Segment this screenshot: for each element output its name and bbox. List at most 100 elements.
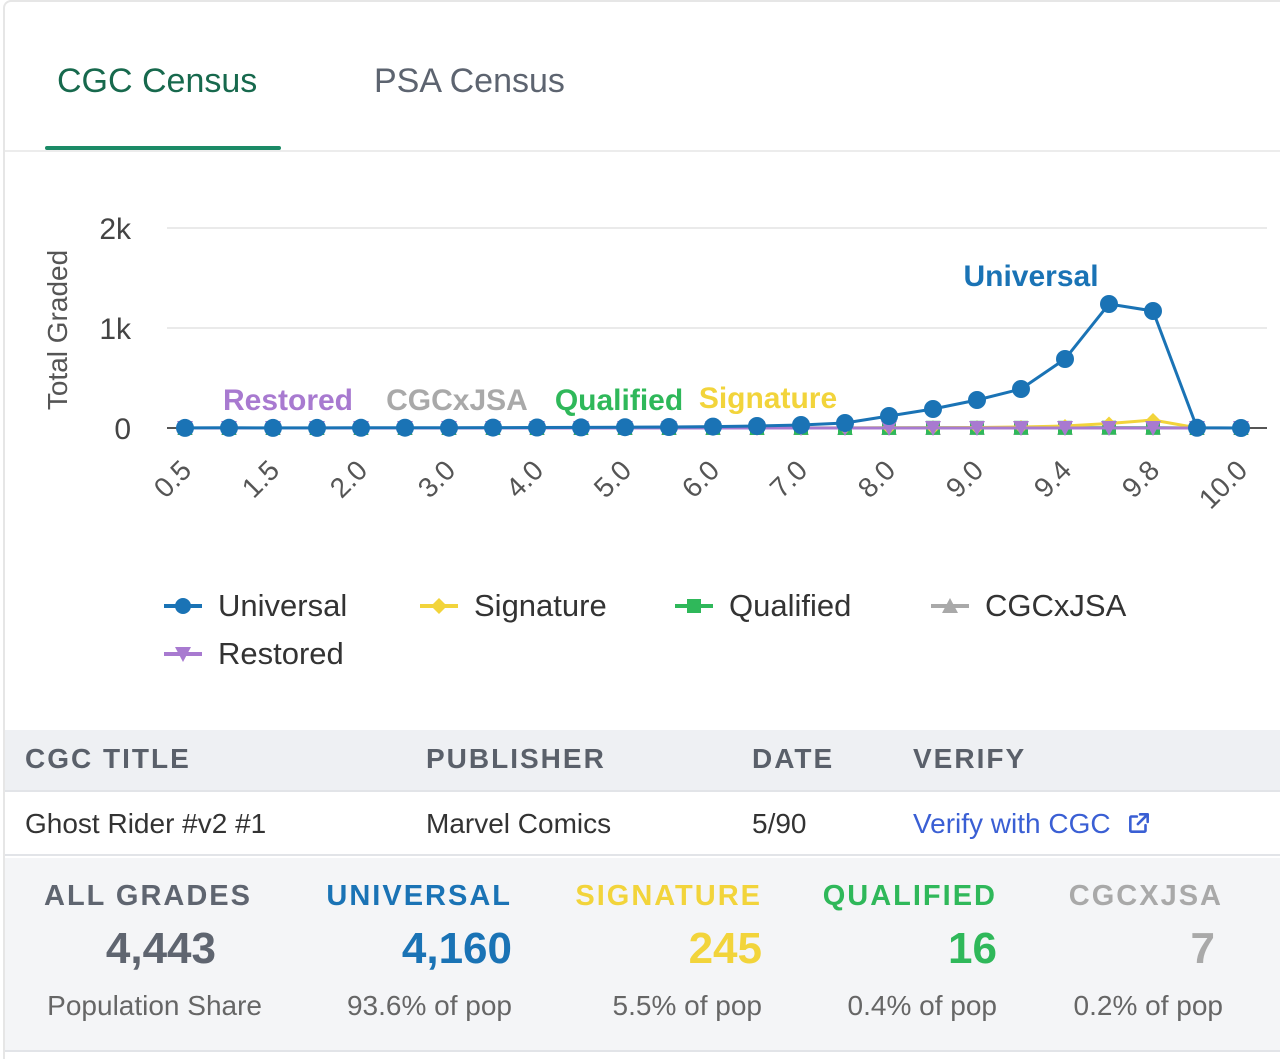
data-point[interactable] xyxy=(1013,421,1029,436)
stat-value: 7 xyxy=(1190,924,1215,973)
stat-share: 93.6% of pop xyxy=(346,990,512,1021)
data-point[interactable] xyxy=(925,421,941,436)
stat-label: ALL GRADES xyxy=(44,880,252,912)
annotation-signature: Signature xyxy=(699,382,837,415)
legend-label-qualified: Qualified xyxy=(729,588,852,623)
verify-with-cgc-link[interactable]: Verify with CGC xyxy=(913,808,1152,840)
annotation-restored: Restored xyxy=(223,384,353,417)
data-point[interactable] xyxy=(616,418,634,437)
header-cgc-title: CGC TITLE xyxy=(25,743,191,774)
data-point[interactable] xyxy=(1188,418,1206,437)
tab-psa-census[interactable]: PSA Census xyxy=(374,62,565,100)
legend-diamond-icon xyxy=(420,598,458,614)
header-publisher: PUBLISHER xyxy=(426,743,606,774)
census-tabs: CGC Census PSA Census xyxy=(5,2,1280,152)
legend-square-icon xyxy=(675,599,713,613)
x-tick-label: 9.0 xyxy=(940,454,989,503)
stat-label: QUALIFIED xyxy=(822,880,997,912)
x-tick-label: 8.0 xyxy=(852,454,901,503)
data-point[interactable] xyxy=(484,418,502,437)
chart-legend: Universal Signature Qualified CGCxJSA Re… xyxy=(5,582,1280,692)
population-stats: ALL GRADES 4,443 Population Share UNIVER… xyxy=(5,858,1280,1052)
data-point[interactable] xyxy=(660,418,678,436)
comic-title: Ghost Rider #v2 #1 xyxy=(25,808,267,839)
data-point[interactable] xyxy=(1100,295,1118,313)
x-tick-label: 2.0 xyxy=(324,454,373,503)
x-tick-label: 1.5 xyxy=(236,454,285,503)
legend-label-cgcxjsa: CGCxJSA xyxy=(985,588,1127,623)
data-point[interactable] xyxy=(1012,380,1030,398)
header-verify: VERIFY xyxy=(913,743,1027,774)
data-point[interactable] xyxy=(220,418,238,437)
legend-item-restored[interactable]: Restored xyxy=(162,636,344,672)
table-row: Ghost Rider #v2 #1 Marvel Comics 5/90 Ve… xyxy=(5,792,1280,856)
data-point[interactable] xyxy=(264,418,282,437)
info-table-header: CGC TITLE PUBLISHER DATE VERIFY xyxy=(5,730,1280,792)
data-point[interactable] xyxy=(924,400,942,418)
y-axis-label: Total Graded xyxy=(42,250,73,410)
x-tick-label: 4.0 xyxy=(500,454,549,503)
x-tick-label: 9.4 xyxy=(1028,454,1077,503)
data-point[interactable] xyxy=(1101,421,1117,436)
comic-info-table: CGC TITLE PUBLISHER DATE VERIFY Ghost Ri… xyxy=(5,730,1280,856)
x-tick-label: 9.8 xyxy=(1116,454,1165,503)
legend-item-signature[interactable]: Signature xyxy=(418,588,607,624)
data-point[interactable] xyxy=(881,421,897,436)
data-point[interactable] xyxy=(1057,421,1073,436)
data-point[interactable] xyxy=(1056,350,1074,368)
x-tick-label: 0.5 xyxy=(148,454,197,503)
annotation-qualified: Qualified xyxy=(555,384,683,417)
data-point[interactable] xyxy=(396,418,414,437)
data-point[interactable] xyxy=(748,417,766,435)
data-point[interactable] xyxy=(176,418,194,437)
legend-label-universal: Universal xyxy=(218,588,348,623)
data-point[interactable] xyxy=(969,421,985,436)
census-card: CGC Census PSA Census Total Graded 0 1k 2k… xyxy=(3,0,1280,1059)
legend-triangle-icon xyxy=(931,598,969,613)
data-point[interactable] xyxy=(1144,302,1162,320)
data-point[interactable] xyxy=(352,418,370,437)
annotation-cgcxjsa: CGCxJSA xyxy=(386,384,528,417)
data-point[interactable] xyxy=(528,418,546,437)
data-point[interactable] xyxy=(792,416,810,434)
legend-circle-icon xyxy=(164,598,202,614)
stat-share: Population Share xyxy=(47,990,262,1021)
y-tick-label: 2k xyxy=(99,213,132,246)
legend-label-restored: Restored xyxy=(218,636,344,671)
header-date: DATE xyxy=(752,743,835,774)
stat-value: 4,443 xyxy=(105,924,216,973)
series-universal xyxy=(176,295,1250,437)
x-tick-label: 7.0 xyxy=(764,454,813,503)
stat-share: 5.5% of pop xyxy=(612,990,762,1021)
data-point[interactable] xyxy=(968,391,986,409)
tab-cgc-census[interactable]: CGC Census xyxy=(57,62,258,100)
stat-value: 16 xyxy=(948,924,997,973)
x-tick-label: 3.0 xyxy=(412,454,461,503)
stat-label: UNIVERSAL xyxy=(326,880,512,912)
external-link-icon xyxy=(1129,813,1150,833)
data-point[interactable] xyxy=(1145,421,1161,436)
legend-item-qualified[interactable]: Qualified xyxy=(673,588,851,624)
active-tab-indicator xyxy=(45,146,281,150)
stat-label: CGCXJSA xyxy=(1068,880,1223,912)
data-point[interactable] xyxy=(440,418,458,437)
legend-item-universal[interactable]: Universal xyxy=(162,588,347,624)
legend-label-signature: Signature xyxy=(474,588,607,623)
stat-label: SIGNATURE xyxy=(575,880,762,912)
annotation-universal: Universal xyxy=(963,260,1098,293)
comic-date: 5/90 xyxy=(752,808,807,839)
legend-item-cgcxjsa[interactable]: CGCxJSA xyxy=(929,588,1126,624)
x-tick-label: 5.0 xyxy=(588,454,637,503)
stat-value: 245 xyxy=(688,924,762,973)
x-tick-label: 10.0 xyxy=(1193,454,1253,514)
data-point[interactable] xyxy=(572,418,590,437)
data-point[interactable] xyxy=(704,417,722,436)
stat-value: 4,160 xyxy=(401,924,512,973)
verify-link-label: Verify with CGC xyxy=(913,808,1111,839)
stat-share: 0.4% of pop xyxy=(847,990,997,1021)
data-point[interactable] xyxy=(1232,419,1250,437)
data-point[interactable] xyxy=(880,407,898,425)
data-point[interactable] xyxy=(308,418,326,437)
census-line-chart: Total Graded 0 1k 2k 0.5 1.5 2.0 3.0 4.0 5.0 6.0… xyxy=(42,213,1267,515)
data-point[interactable] xyxy=(836,414,854,432)
